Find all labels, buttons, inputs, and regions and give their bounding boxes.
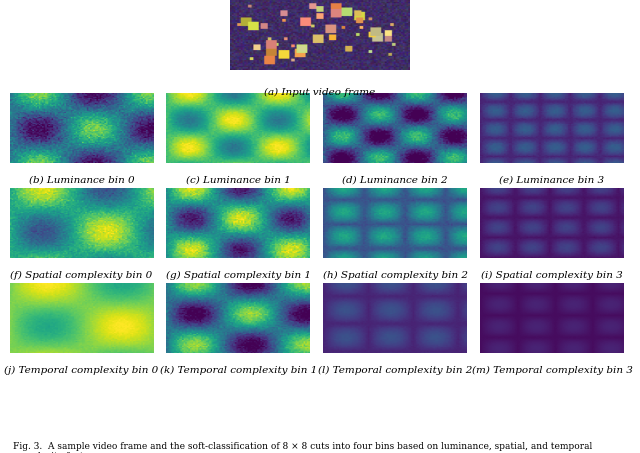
Text: (m) Temporal complexity bin 3: (m) Temporal complexity bin 3: [472, 366, 632, 375]
Text: (g) Spatial complexity bin 1: (g) Spatial complexity bin 1: [166, 271, 311, 280]
Text: (l) Temporal complexity bin 2: (l) Temporal complexity bin 2: [318, 366, 472, 375]
Text: (a) Input video frame: (a) Input video frame: [264, 88, 376, 97]
Text: (f) Spatial complexity bin 0: (f) Spatial complexity bin 0: [10, 271, 153, 280]
Text: (i) Spatial complexity bin 3: (i) Spatial complexity bin 3: [481, 271, 623, 280]
Text: Fig. 3.  A sample video frame and the soft-classification of 8 × 8 cuts into fou: Fig. 3. A sample video frame and the sof…: [13, 442, 592, 453]
Text: (j) Temporal complexity bin 0: (j) Temporal complexity bin 0: [4, 366, 159, 375]
Text: (e) Luminance bin 3: (e) Luminance bin 3: [499, 176, 605, 185]
Text: (d) Luminance bin 2: (d) Luminance bin 2: [342, 176, 448, 185]
Text: (c) Luminance bin 1: (c) Luminance bin 1: [186, 176, 291, 185]
Text: (k) Temporal complexity bin 1: (k) Temporal complexity bin 1: [160, 366, 317, 375]
Text: (b) Luminance bin 0: (b) Luminance bin 0: [29, 176, 134, 185]
Text: (h) Spatial complexity bin 2: (h) Spatial complexity bin 2: [323, 271, 468, 280]
